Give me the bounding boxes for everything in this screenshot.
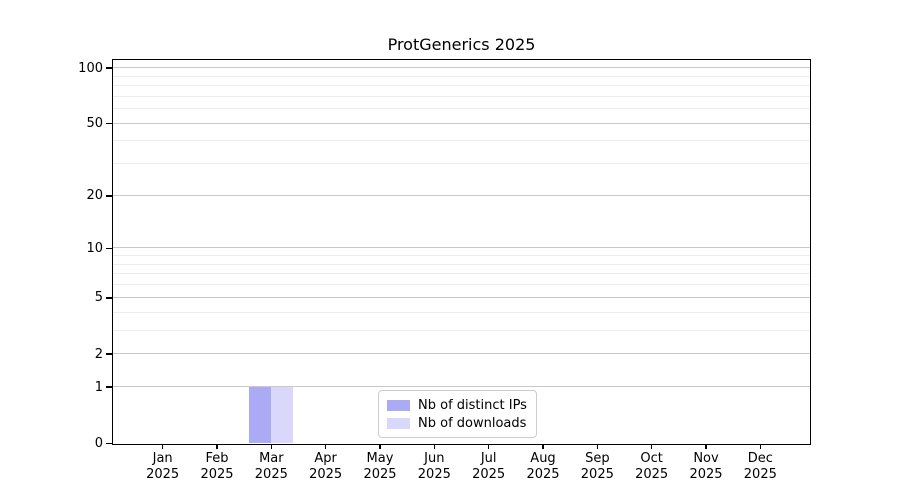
x-tick-year: 2025 [689, 467, 723, 482]
y-tick-label: 0 [94, 436, 103, 451]
x-tick-month: Aug [530, 450, 556, 466]
legend-item-downloads: Nb of downloads [387, 414, 527, 432]
bar-downloads [270, 386, 293, 443]
legend-label-distinct-ips: Nb of distinct IPs [418, 397, 527, 413]
y-tick-label: 100 [78, 60, 103, 76]
legend: Nb of distinct IPs Nb of downloads [378, 390, 537, 438]
y-tick-label: 20 [86, 188, 103, 204]
x-tick-year: 2025 [254, 467, 288, 482]
x-tick-label: Jun 2025 [402, 451, 466, 484]
x-tick-label: Aug 2025 [511, 451, 575, 484]
x-tick-label: Apr 2025 [294, 451, 358, 484]
gridlines-layer [113, 60, 810, 444]
x-tick-year: 2025 [200, 467, 234, 482]
gridline-minor [113, 263, 810, 265]
bars-layer [113, 60, 810, 444]
x-tick-label: Feb 2025 [185, 451, 249, 484]
x-tick-year: 2025 [743, 467, 777, 482]
legend-label-downloads: Nb of downloads [418, 415, 527, 431]
x-tick-label: Oct 2025 [620, 451, 684, 484]
x-tick-year: 2025 [417, 467, 451, 482]
y-tick-label: 2 [94, 346, 103, 362]
x-tick-label: Dec 2025 [728, 451, 792, 484]
distinct-ips-swatch [387, 399, 410, 411]
x-tick-label: Mar 2025 [239, 451, 303, 484]
x-tick-year: 2025 [363, 467, 397, 482]
x-tick-month: Jan [152, 450, 173, 466]
gridline-minor [113, 140, 810, 142]
x-tick-year: 2025 [146, 467, 180, 482]
x-tick-month: Apr [314, 450, 337, 466]
x-tick-month: Dec [747, 450, 773, 466]
chart-title: ProtGenerics 2025 [387, 35, 536, 54]
y-tick-label: 50 [86, 116, 103, 132]
gridline-minor [113, 311, 810, 313]
x-tick-label: Sep 2025 [565, 451, 629, 484]
bar-distinct-ips [249, 386, 271, 443]
gridline-major [113, 194, 810, 196]
x-tick-year: 2025 [309, 467, 343, 482]
x-tick-year: 2025 [472, 467, 506, 482]
gridline-major [113, 386, 810, 388]
gridline-major [113, 353, 810, 355]
x-tick-month: Mar [259, 450, 284, 466]
x-tick-year: 2025 [635, 467, 669, 482]
gridline-major [113, 296, 810, 298]
gridline-minor [113, 85, 810, 87]
x-tick-month: Feb [205, 450, 229, 466]
y-tick-label: 10 [86, 240, 103, 256]
x-tick-month: Jul [480, 450, 497, 466]
x-tick-year: 2025 [580, 467, 614, 482]
gridline-major [113, 122, 810, 124]
gridline-minor [113, 163, 810, 165]
downloads-swatch [387, 417, 410, 429]
gridline-minor [113, 273, 810, 275]
y-tick-label: 1 [94, 379, 103, 395]
y-tick-label: 5 [94, 290, 103, 306]
gridline-minor [113, 255, 810, 257]
plot-area [112, 59, 811, 445]
gridline-major [113, 247, 810, 249]
x-tick-year: 2025 [526, 467, 560, 482]
x-tick-month: Nov [693, 450, 719, 466]
x-tick-month: Oct [640, 450, 663, 466]
x-tick-month: May [366, 450, 394, 466]
x-tick-month: Jun [424, 450, 445, 466]
x-tick-label: Jul 2025 [457, 451, 521, 484]
x-tick-label: May 2025 [348, 451, 412, 484]
x-tick-label: Nov 2025 [674, 451, 738, 484]
x-tick-label: Jan 2025 [131, 451, 195, 484]
gridline-minor [113, 108, 810, 110]
gridline-minor [113, 75, 810, 77]
gridline-minor [113, 329, 810, 331]
legend-item-distinct-ips: Nb of distinct IPs [387, 396, 527, 414]
x-tick-month: Sep [585, 450, 610, 466]
gridline-minor [113, 284, 810, 286]
gridline-major [113, 67, 810, 69]
gridline-minor [113, 95, 810, 97]
